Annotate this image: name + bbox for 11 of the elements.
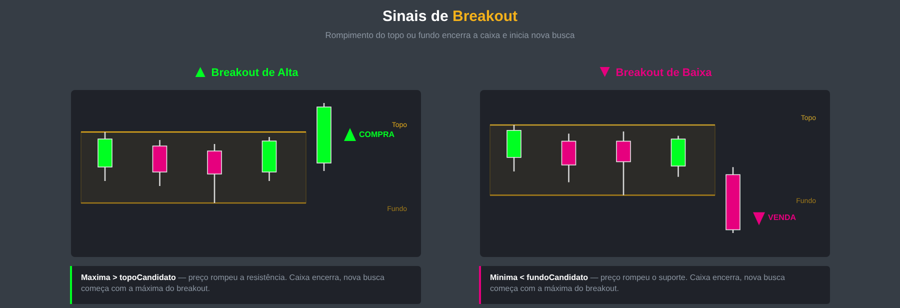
candlestick (207, 143, 222, 204)
candlestick (616, 130, 631, 196)
text: Minima < fundoCandidato (490, 273, 590, 282)
text: VENDA (768, 213, 796, 222)
candlestick (561, 132, 576, 183)
text: Sinais de Breakout (382, 8, 518, 25)
text: COMPRA (359, 130, 395, 139)
chart-title: Breakout de Baixa (616, 67, 713, 79)
text: Rompimento do topo ou fundo encerra a caixa e inicia nova busca (325, 30, 576, 40)
text: Maxima > topoCandidato (81, 273, 178, 282)
chart-title: Breakout de Alta (211, 67, 300, 79)
